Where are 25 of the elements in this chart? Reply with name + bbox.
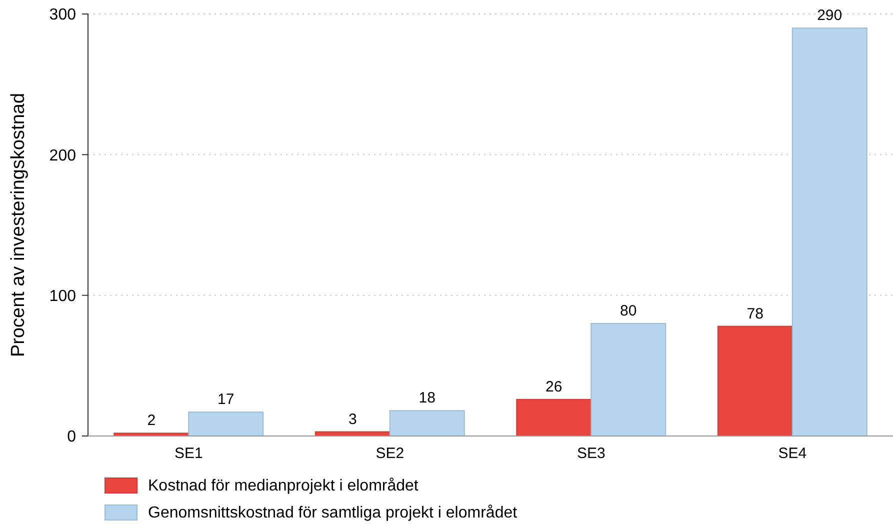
data-label: 78 — [746, 305, 764, 322]
data-label: 17 — [218, 391, 234, 408]
y-tick-label: 0 — [67, 428, 76, 446]
data-label: 2 — [147, 412, 156, 430]
x-tick-label: SE3 — [576, 445, 606, 462]
y-axis-title: Procent av investeringskostnad — [8, 92, 29, 358]
x-tick-label: SE2 — [376, 445, 404, 462]
bar — [188, 412, 264, 436]
x-tick-label: SE4 — [778, 445, 807, 462]
data-label: 80 — [620, 302, 637, 320]
bar — [717, 326, 793, 436]
y-tick-label: 200 — [49, 147, 76, 164]
bar — [792, 28, 868, 436]
legend-label: Genomsnittskostnad för samtliga projekt i elområdet — [148, 504, 518, 522]
bar — [516, 398, 592, 436]
x-tick-label: SE1 — [174, 445, 203, 462]
bar — [389, 410, 465, 436]
data-label: 290 — [817, 7, 842, 24]
legend-label: Kostnad för medianprojekt i elområdet — [148, 478, 419, 495]
data-label: 3 — [348, 410, 357, 428]
bar — [590, 322, 666, 436]
data-label: 18 — [418, 390, 436, 407]
data-label: 26 — [546, 378, 562, 396]
y-tick-label: 300 — [49, 6, 76, 24]
y-tick-label: 100 — [49, 288, 76, 305]
